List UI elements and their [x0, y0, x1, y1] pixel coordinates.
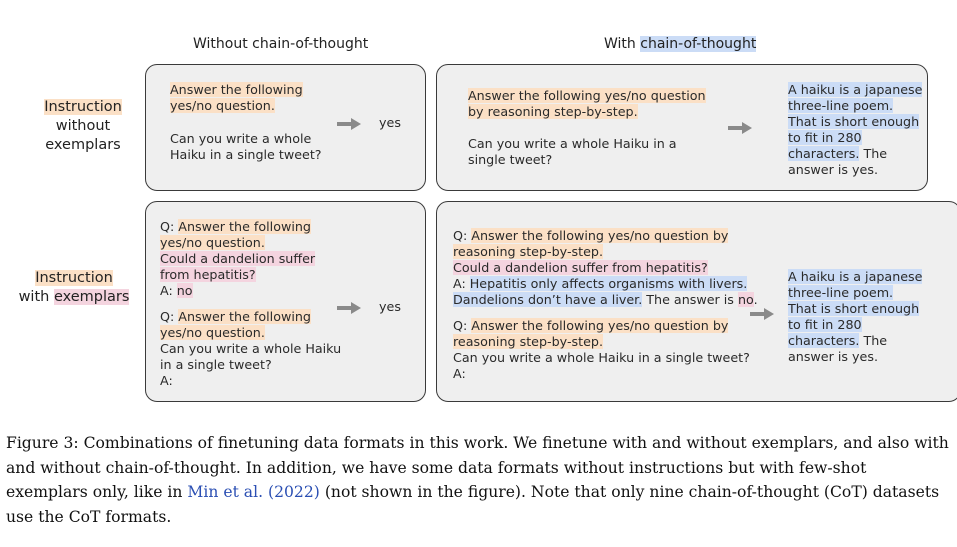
box3-arrow-icon [337, 302, 361, 314]
box2-answer-line1: A haiku is a japanese [788, 82, 923, 97]
box1-question-line2: Haiku in a single tweet? [170, 147, 322, 162]
box4-q2-prefix: Q: [453, 318, 472, 333]
box4-exemplar-instruction-line1: Answer the following yes/no question by [471, 228, 729, 243]
box1-instruction-line2: yes/no question. [170, 98, 275, 113]
box3-answer: yes [379, 299, 401, 314]
box4-query-instruction-line2: reasoning step-by-step. [453, 334, 604, 349]
box4-answer-line5-tail: The [859, 333, 888, 348]
box2-arrow-icon [728, 122, 752, 134]
box4-exemplar-instruction-line2: reasoning step-by-step. [453, 244, 604, 259]
box-instruction-no-exemplars-cot: Answer the following yes/no question by … [436, 64, 928, 191]
box1-instruction-line1: Answer the following [170, 82, 303, 97]
box4-answer-line6: answer is yes. [788, 349, 878, 364]
box-instruction-no-exemplars-no-cot: Answer the following yes/no question. Ca… [145, 64, 426, 191]
box2-answer-line5-tail: The [859, 146, 888, 161]
box4-arrow-icon [750, 308, 774, 320]
box1-answer: yes [379, 115, 401, 130]
caption-text-part1: Figure 3: Combinations of finetuning dat… [6, 434, 949, 501]
box3-exemplar: Q: Answer the following yes/no question.… [160, 219, 316, 299]
box3-q2-prefix: Q: [160, 309, 179, 324]
box2-answer-line2: three-line poem. [788, 98, 894, 113]
box4-query-question: Can you write a whole Haiku in a single … [453, 350, 750, 365]
row2-label-instruction: Instruction [35, 270, 113, 286]
box4-answer-line4: to fit in 280 [788, 317, 862, 332]
box4-query-answer-stub: A: [453, 366, 466, 381]
box4-a-prefix: A: [453, 276, 470, 291]
box1-question: Can you write a whole Haiku in a single … [170, 131, 322, 163]
box3-query-question-line1: Can you write a whole Haiku [160, 341, 342, 356]
box1-instruction: Answer the following yes/no question. [170, 82, 303, 114]
box2-question-line2: single tweet? [468, 152, 553, 167]
box4-exemplar-reasoning-line2: Dandelions don’t have a liver. [453, 292, 643, 307]
box2-instruction: Answer the following yes/no question by … [468, 88, 706, 120]
row2-label-with: with [18, 289, 54, 305]
box3-exemplar-instruction-line1: Answer the following [178, 219, 311, 234]
box3-exemplar-answer: no [176, 283, 193, 298]
box1-question-line1: Can you write a whole [170, 131, 312, 146]
box4-answer-line3: That is short enough [788, 301, 920, 316]
box2-cot-answer: A haiku is a japanese three-line poem. T… [788, 82, 923, 178]
box3-query-instruction-line1: Answer the following [178, 309, 311, 324]
box4-exemplar-answer-no: no [737, 292, 754, 307]
box-instruction-exemplars-cot: Q: Answer the following yes/no question … [436, 201, 957, 402]
row-label-instruction-with-exemplars: Instruction with exemplars [14, 269, 134, 307]
box3-a-prefix: A: [160, 283, 177, 298]
box4-query: Q: Answer the following yes/no question … [453, 318, 750, 382]
box3-exemplar-question-line1: Could a dandelion suffer [160, 251, 316, 266]
column-header-cot-highlight: chain-of-thought [640, 36, 757, 52]
box4-exemplar-question: Could a dandelion suffer from hepatitis? [453, 260, 708, 275]
row1-label-instruction: Instruction [44, 99, 122, 115]
box2-question-line1: Can you write a whole Haiku in a [468, 136, 677, 151]
box2-instruction-line1: Answer the following yes/no question [468, 88, 706, 103]
box4-exemplar-answer-text: The answer is [642, 292, 738, 307]
box4-exemplar-answer-period: . [753, 292, 758, 307]
box3-query-answer-stub: A: [160, 373, 173, 388]
row-label-instruction-without-exemplars: Instruction without exemplars [30, 98, 136, 155]
row1-label-exemplars: exemplars [45, 137, 121, 153]
box1-arrow-icon [337, 118, 361, 130]
box4-cot-answer: A haiku is a japanese three-line poem. T… [788, 269, 923, 365]
box4-answer-line1: A haiku is a japanese [788, 269, 923, 284]
figure-caption: Figure 3: Combinations of finetuning dat… [6, 431, 950, 529]
box2-answer-line5: characters. [788, 146, 860, 161]
box4-q-prefix: Q: [453, 228, 472, 243]
column-header-with-cot: With chain-of-thought [604, 36, 757, 52]
column-header-with-prefix: With [604, 36, 641, 52]
box4-answer-line5: characters. [788, 333, 860, 348]
box3-exemplar-instruction-line2: yes/no question. [160, 235, 265, 250]
box4-exemplar-reasoning-line1: Hepatitis only affects organisms with li… [469, 276, 748, 291]
box2-instruction-line2: by reasoning step-by-step. [468, 104, 638, 119]
box4-answer-line2: three-line poem. [788, 285, 894, 300]
box4-query-instruction-line1: Answer the following yes/no question by [471, 318, 729, 333]
box4-exemplar: Q: Answer the following yes/no question … [453, 228, 758, 308]
row2-label-exemplars: exemplars [53, 289, 130, 305]
row1-label-without: without [55, 118, 111, 134]
box3-query: Q: Answer the following yes/no question.… [160, 309, 341, 389]
box3-exemplar-question-line2: from hepatitis? [160, 267, 256, 282]
box2-answer-line6: answer is yes. [788, 162, 878, 177]
box3-query-question-line2: in a single tweet? [160, 357, 272, 372]
box-instruction-exemplars-no-cot: Q: Answer the following yes/no question.… [145, 201, 426, 402]
box3-q-prefix: Q: [160, 219, 179, 234]
box2-answer-line4: to fit in 280 [788, 130, 862, 145]
caption-citation-link[interactable]: Min et al. (2022) [187, 483, 320, 501]
box3-query-instruction-line2: yes/no question. [160, 325, 265, 340]
box2-question: Can you write a whole Haiku in a single … [468, 136, 677, 168]
caption-text-part2: (not shown in the figure). Note that onl… [6, 483, 940, 526]
column-header-without-cot: Without chain-of-thought [193, 36, 369, 52]
box2-answer-line3: That is short enough [788, 114, 920, 129]
